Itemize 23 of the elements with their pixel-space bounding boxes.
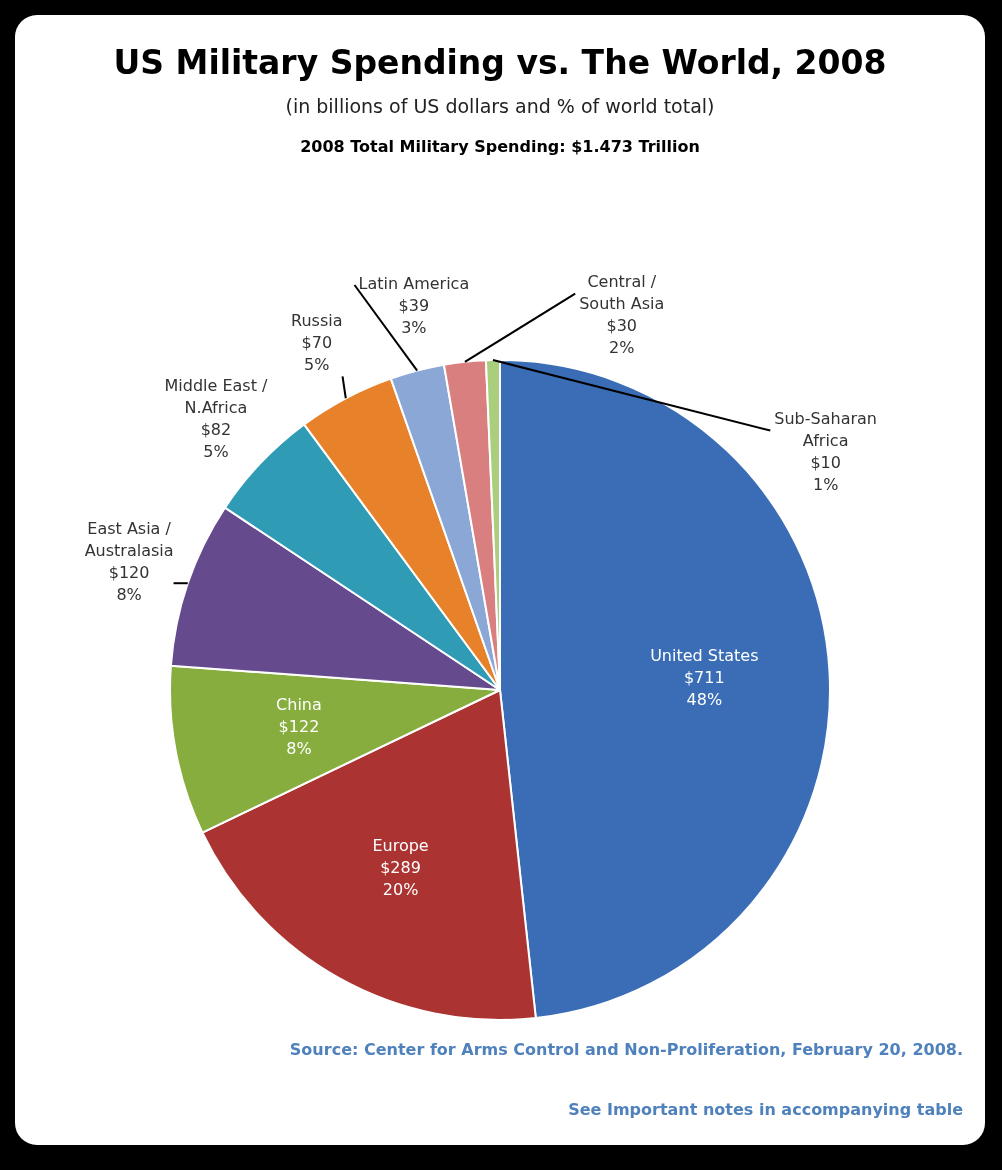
data-label: $30 2% [606,315,638,357]
data-label: $289 20% [380,857,421,899]
data-label: $711 48% [683,668,725,710]
data-label: $39 3% [398,296,430,338]
data-label: $120 8% [108,563,150,605]
slice-label: Sub-Saharan Africa [774,408,877,450]
source-note: Source: Center for Arms Control and Non-Proliferation, February 20, 2008. [289,1040,963,1059]
slice-label: United States [650,646,759,666]
slice-label: Russia [291,310,343,330]
data-label: $70 5% [301,332,333,374]
slice-label: Central / South Asia [579,271,665,313]
chart-title: US Military Spending vs. The World, 2008 [112,43,888,82]
slice-label: Latin America [358,274,470,294]
slice-label: Europe [372,835,429,855]
data-label: $122 8% [278,717,320,759]
chart-subtitle: (in billions of US dollars and % of world total) [284,95,716,117]
slice-label: Middle East / N.Africa [164,376,269,417]
text: See Important notes in accompanying table [568,1100,963,1119]
slice-label: China [276,695,322,715]
data-label: $10 1% [810,452,841,494]
text: 2008 Total Military Spending: $1.473 Trillion [299,137,701,156]
data-label: $82 5% [200,420,232,461]
slice-label: East Asia / Australasia [84,519,174,561]
